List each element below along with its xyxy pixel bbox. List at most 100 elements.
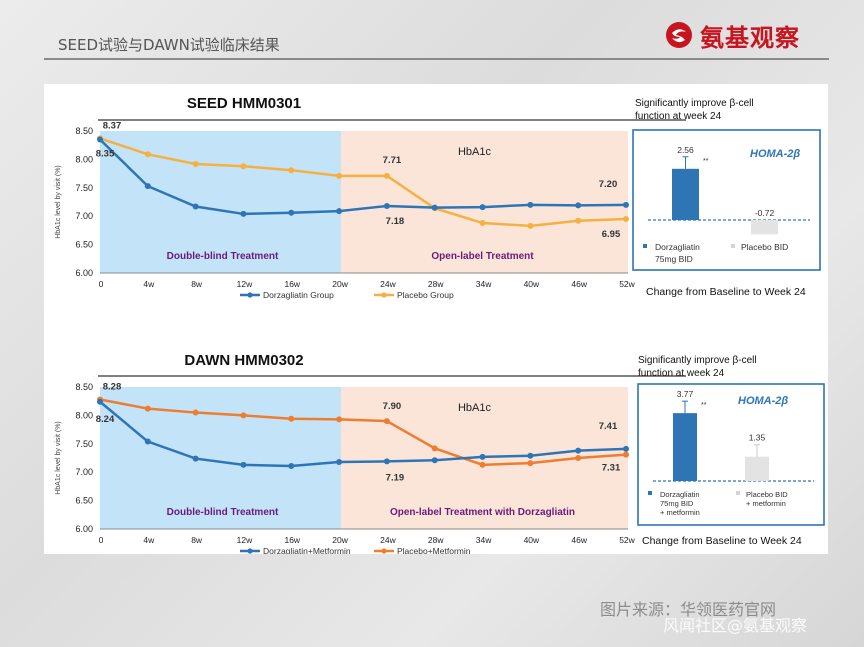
- inset-bar: [672, 168, 699, 220]
- legend-marker: [381, 548, 387, 554]
- data-point-placebo: [431, 445, 438, 452]
- y-axis-label: HbA1c level by visit (%): [55, 165, 62, 239]
- data-point-dorzagliatin: [240, 461, 247, 468]
- legend-marker: [247, 548, 253, 554]
- y-tick-label: 6.00: [75, 268, 93, 278]
- data-point-dorzagliatin: [97, 136, 103, 143]
- x-tick-label: 52w: [619, 279, 635, 289]
- data-point-placebo: [288, 167, 295, 174]
- data-point-dorzagliatin: [479, 453, 486, 460]
- data-point-dorzagliatin: [240, 210, 247, 217]
- inset-value-label: 1.35: [749, 433, 766, 443]
- data-point-dorzagliatin: [336, 458, 343, 465]
- legend-label: Dorzagliatin+Metformin: [263, 546, 351, 554]
- data-point-dorzagliatin: [288, 209, 295, 216]
- x-tick-label: 46w: [571, 535, 587, 545]
- header-divider: [44, 58, 829, 60]
- data-label: 8.35: [96, 149, 115, 160]
- brand-logo: 氨基观察: [664, 18, 800, 52]
- inset-bar: [673, 413, 697, 481]
- double-blind-region: [100, 131, 341, 273]
- x-tick-label: 46w: [571, 279, 587, 289]
- series-line-dorzagliatin: [99, 400, 627, 468]
- source-note: 图片来源：华领医药官网: [600, 600, 777, 619]
- y-tick-label: 6.50: [75, 240, 93, 250]
- inset-legend-label: Placebo BID: [741, 242, 788, 252]
- x-tick-label: 8w: [191, 535, 203, 545]
- legend-label: Dorzagliatin Group: [263, 290, 334, 300]
- y-tick-label: 8.50: [75, 126, 93, 136]
- inset-value-label: -0.72: [755, 208, 775, 218]
- region-label-open-label: Open-label Treatment: [431, 251, 534, 262]
- region-title: HbA1c: [458, 146, 492, 158]
- region-title: HbA1c: [458, 402, 492, 414]
- inset-legend-label: Dorzagliatin: [655, 242, 700, 252]
- data-point-placebo: [192, 409, 199, 416]
- data-label: 8.24: [96, 414, 115, 425]
- page-title: SEED试验与DAWN试验临床结果: [58, 36, 280, 54]
- data-point-dorzagliatin: [479, 204, 486, 211]
- inset-legend-swatch: [736, 491, 740, 495]
- y-tick-label: 7.00: [75, 467, 93, 477]
- x-tick-label: 20w: [332, 535, 348, 545]
- data-label: 7.19: [386, 472, 405, 483]
- data-label: 7.71: [383, 155, 402, 166]
- data-label: 8.37: [103, 120, 122, 131]
- data-label: 7.41: [599, 421, 618, 432]
- data-point-dorzagliatin: [575, 202, 582, 209]
- inset-footer: Change from Baseline to Week 24: [646, 286, 806, 298]
- x-tick-label: 28w: [428, 279, 444, 289]
- inset-footer: Change from Baseline to Week 24: [642, 535, 802, 547]
- data-point-placebo: [383, 172, 390, 179]
- data-point-dorzagliatin: [623, 445, 629, 452]
- y-tick-label: 6.00: [75, 524, 93, 534]
- x-tick-label: 52w: [619, 535, 635, 545]
- legend-label: Placebo Group: [397, 290, 454, 300]
- data-point-dorzagliatin: [97, 398, 103, 405]
- y-tick-label: 8.00: [75, 410, 93, 420]
- data-point-placebo: [336, 416, 343, 423]
- data-label: 7.20: [599, 179, 618, 190]
- inset-title: HOMA-2β: [738, 395, 788, 407]
- x-tick-label: 16w: [284, 535, 300, 545]
- inset-value-label: 2.56: [677, 145, 694, 155]
- data-point-placebo: [527, 222, 534, 229]
- inset-bar: [751, 220, 778, 235]
- inset-legend-swatch: [731, 244, 735, 248]
- legend-label: Placebo+Metformin: [397, 546, 471, 554]
- x-tick-label: 40w: [524, 279, 540, 289]
- inset-legend-label: Placebo BID: [746, 490, 788, 499]
- data-point-dorzagliatin: [144, 183, 151, 190]
- data-point-placebo: [383, 418, 390, 425]
- x-tick-label: 12w: [237, 535, 253, 545]
- inset-legend-label: Dorzagliatin: [660, 490, 700, 499]
- data-point-placebo: [623, 451, 629, 458]
- inset-value-label: 3.77: [677, 389, 694, 399]
- watermark: 风闻社区@氨基观察: [663, 616, 808, 635]
- x-tick-label: 4w: [143, 535, 155, 545]
- data-point-placebo: [192, 160, 199, 167]
- data-point-dorzagliatin: [383, 202, 390, 209]
- inset-legend-label: + metformin: [746, 499, 786, 508]
- chart-title: DAWN HMM0302: [184, 352, 303, 369]
- data-point-placebo: [527, 460, 534, 467]
- clinical-results-charts: SEED HMM0301 HbA1c Double-blind Treatment O…: [55, 95, 825, 556]
- legend-marker: [381, 292, 387, 298]
- data-point-placebo: [336, 172, 343, 179]
- data-point-placebo: [240, 163, 247, 170]
- data-point-dorzagliatin: [575, 447, 582, 454]
- data-point-placebo: [144, 151, 151, 158]
- x-tick-label: 12w: [237, 279, 253, 289]
- data-point-dorzagliatin: [431, 457, 438, 464]
- inset-heading-line1: Significantly improve β-cell: [638, 355, 757, 366]
- y-axis-label: HbA1c level by visit (%): [55, 421, 62, 495]
- results-panel: SEED HMM0301 HbA1c Double-blind Treatment O…: [44, 84, 828, 556]
- legend-marker: [247, 292, 253, 298]
- x-tick-label: 0: [99, 279, 104, 289]
- data-label: 8.28: [103, 381, 122, 392]
- x-tick-label: 0: [99, 535, 104, 545]
- inset-legend-swatch: [648, 491, 652, 495]
- significance-marker: **: [701, 402, 707, 409]
- region-label-double-blind: Double-blind Treatment: [167, 507, 279, 518]
- data-point-placebo: [479, 461, 486, 468]
